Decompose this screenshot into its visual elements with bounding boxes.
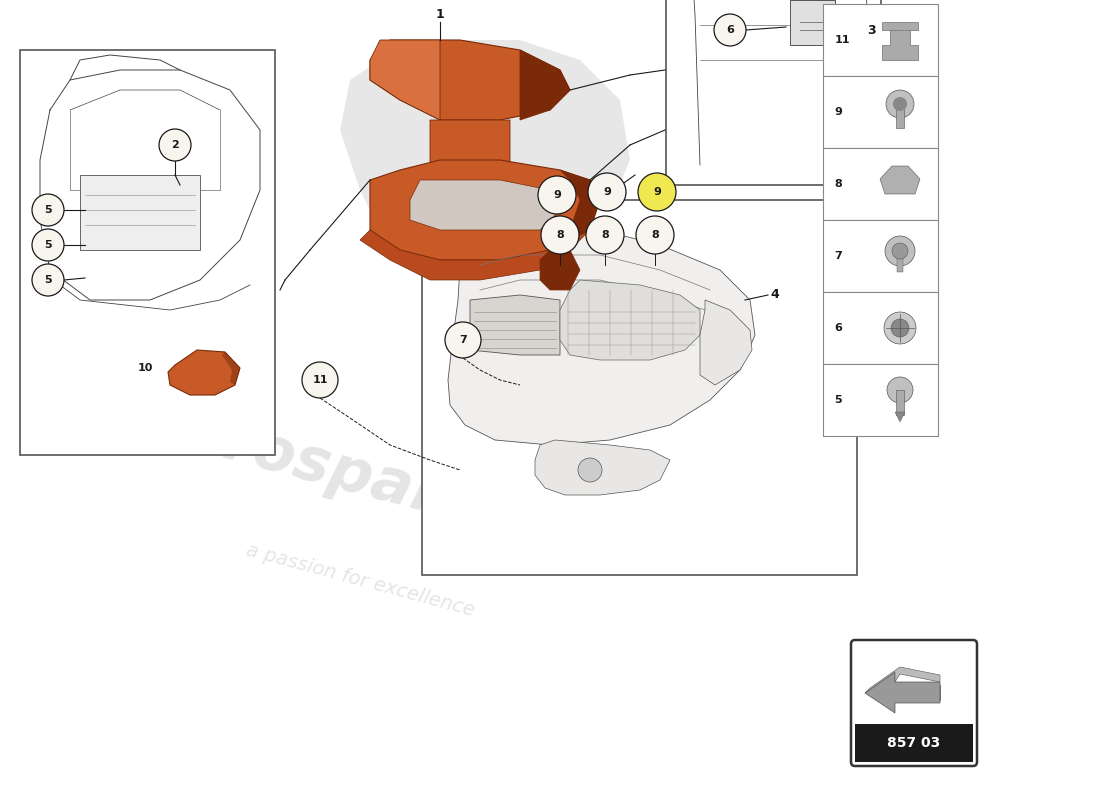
Polygon shape [882, 22, 918, 60]
Circle shape [893, 97, 907, 111]
Circle shape [892, 243, 907, 259]
FancyBboxPatch shape [855, 724, 974, 762]
Text: 11: 11 [312, 375, 328, 385]
Polygon shape [880, 166, 920, 194]
Text: 4: 4 [770, 289, 779, 302]
FancyBboxPatch shape [666, 0, 881, 185]
FancyBboxPatch shape [823, 292, 937, 364]
Polygon shape [520, 50, 570, 120]
Polygon shape [896, 104, 904, 128]
Polygon shape [700, 300, 752, 385]
Polygon shape [410, 180, 560, 230]
Text: eurospares: eurospares [135, 391, 525, 549]
Text: 5: 5 [44, 275, 52, 285]
Circle shape [638, 173, 676, 211]
Text: 8: 8 [835, 179, 843, 189]
Circle shape [886, 90, 914, 118]
FancyBboxPatch shape [823, 4, 937, 76]
Text: 11: 11 [835, 35, 850, 45]
Text: 857 03: 857 03 [888, 736, 940, 750]
Polygon shape [896, 251, 903, 272]
Text: 9: 9 [653, 187, 661, 197]
Polygon shape [865, 672, 940, 713]
Polygon shape [370, 40, 440, 120]
Polygon shape [470, 295, 560, 355]
Circle shape [302, 362, 338, 398]
Polygon shape [896, 390, 904, 415]
Polygon shape [550, 170, 600, 250]
Text: 6: 6 [835, 323, 843, 333]
Circle shape [588, 173, 626, 211]
Polygon shape [895, 412, 905, 422]
Polygon shape [430, 120, 510, 210]
Text: 8: 8 [557, 230, 564, 240]
Polygon shape [890, 685, 940, 700]
Circle shape [887, 377, 913, 403]
Circle shape [636, 216, 674, 254]
FancyBboxPatch shape [823, 364, 937, 436]
FancyBboxPatch shape [20, 50, 275, 455]
Text: 9: 9 [835, 107, 843, 117]
Circle shape [160, 129, 191, 161]
Text: 9: 9 [603, 187, 611, 197]
Circle shape [538, 176, 576, 214]
Text: 7: 7 [835, 251, 843, 261]
FancyBboxPatch shape [790, 0, 835, 45]
Text: 5: 5 [44, 205, 52, 215]
Circle shape [586, 216, 624, 254]
Text: a passion for excellence: a passion for excellence [243, 540, 476, 620]
Polygon shape [370, 160, 600, 260]
Polygon shape [560, 280, 700, 360]
Text: 1: 1 [436, 9, 444, 22]
Text: 8: 8 [651, 230, 659, 240]
Text: 2: 2 [172, 140, 179, 150]
Circle shape [541, 216, 579, 254]
Text: 5: 5 [835, 395, 843, 405]
Text: 8: 8 [601, 230, 609, 240]
Circle shape [32, 194, 64, 226]
Circle shape [446, 322, 481, 358]
Polygon shape [540, 250, 580, 290]
FancyBboxPatch shape [823, 148, 937, 220]
Text: 3: 3 [867, 23, 876, 37]
Circle shape [714, 14, 746, 46]
Circle shape [891, 319, 909, 337]
Polygon shape [865, 667, 940, 693]
Text: 10: 10 [138, 363, 153, 373]
FancyBboxPatch shape [80, 175, 200, 250]
Text: 6: 6 [726, 25, 734, 35]
Text: 7: 7 [459, 335, 466, 345]
FancyBboxPatch shape [823, 220, 937, 292]
Text: 5: 5 [44, 240, 52, 250]
Polygon shape [535, 440, 670, 495]
Polygon shape [168, 350, 240, 395]
FancyBboxPatch shape [422, 200, 857, 575]
Polygon shape [448, 225, 755, 445]
Circle shape [578, 458, 602, 482]
Circle shape [886, 236, 915, 266]
Polygon shape [340, 40, 630, 300]
Circle shape [32, 229, 64, 261]
Polygon shape [222, 352, 240, 385]
FancyBboxPatch shape [823, 76, 937, 148]
Text: 9: 9 [553, 190, 561, 200]
FancyBboxPatch shape [851, 640, 977, 766]
Polygon shape [370, 40, 570, 120]
Polygon shape [360, 230, 590, 280]
Circle shape [32, 264, 64, 296]
Circle shape [884, 312, 916, 344]
